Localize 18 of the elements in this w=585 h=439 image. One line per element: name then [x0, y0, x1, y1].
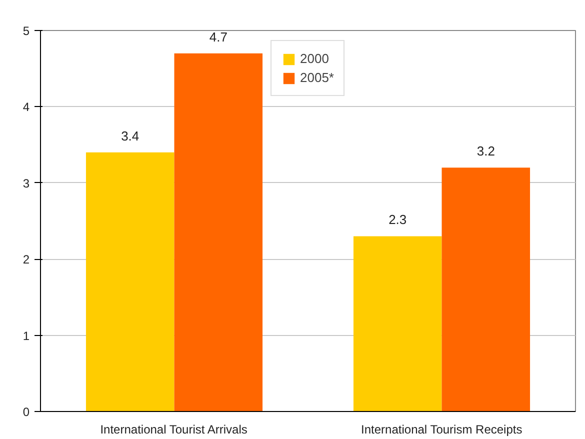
y-tick-label: 3: [22, 176, 30, 190]
data-label: 4.7: [209, 29, 228, 44]
bar: [86, 152, 174, 412]
y-tick-label: 4: [22, 100, 30, 114]
y-tick-label: 0: [22, 405, 30, 419]
y-tick-label: 1: [22, 328, 30, 343]
x-tick-label: International Tourism Receipts: [361, 422, 522, 436]
y-tick-label: 2: [22, 252, 30, 267]
legend-label: 2000: [300, 51, 329, 66]
bar: [174, 53, 263, 412]
bar: [442, 168, 530, 412]
data-label: 2.3: [388, 212, 407, 228]
bar: [353, 236, 442, 412]
y-tick-label: 5: [22, 24, 30, 38]
legend-label: 2005*: [300, 70, 334, 85]
x-tick-label: International Tourist Arrivals: [100, 422, 248, 436]
data-label: 3.4: [121, 128, 140, 144]
data-label: 3.2: [476, 144, 495, 159]
